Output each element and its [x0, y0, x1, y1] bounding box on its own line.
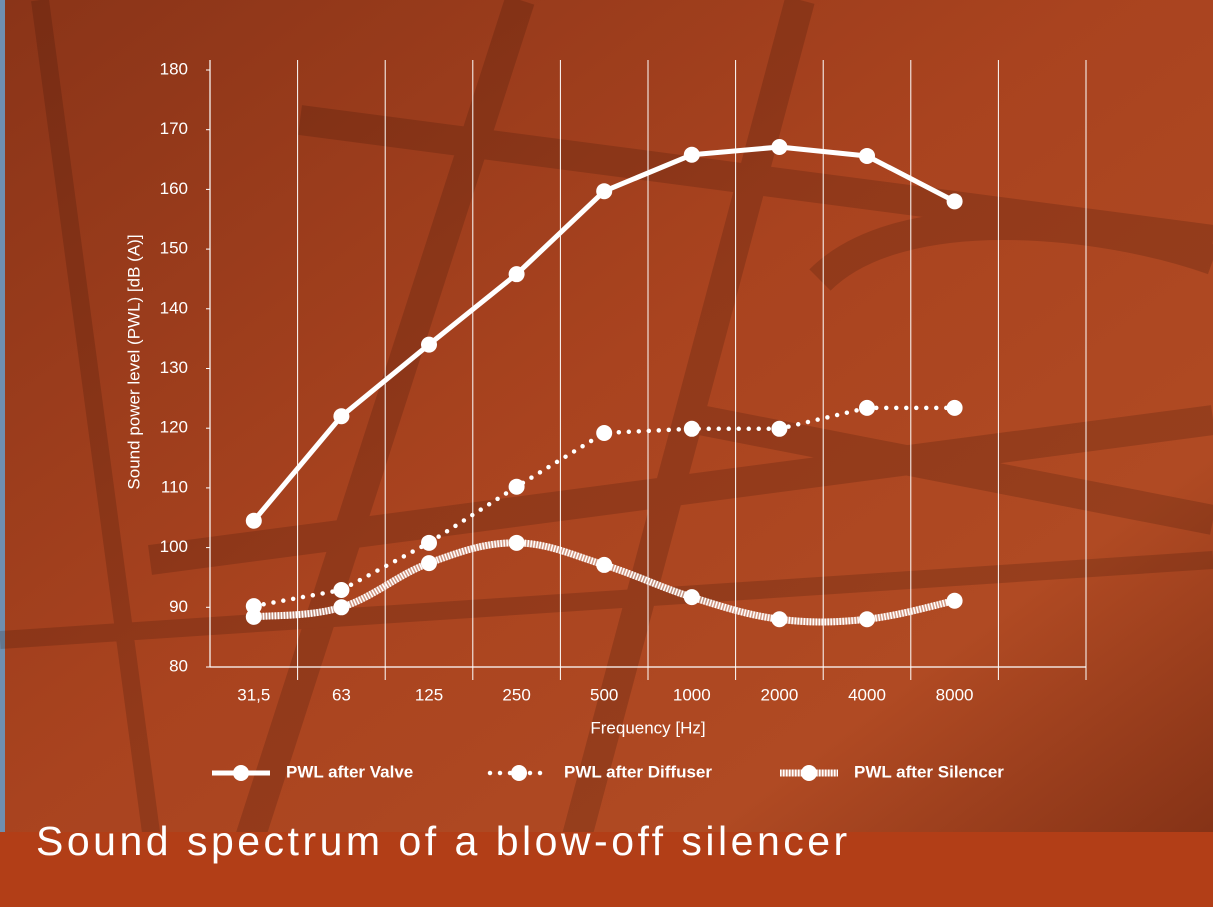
chart-title: Sound spectrum of a blow-off silencer: [36, 818, 851, 864]
data-point: [683, 420, 700, 437]
data-point: [508, 478, 525, 495]
data-point: [771, 611, 788, 628]
y-tick-label: 100: [160, 537, 188, 556]
x-tick-label: 2000: [760, 685, 798, 704]
data-point: [333, 408, 350, 425]
data-point: [596, 424, 613, 441]
data-point: [946, 193, 963, 210]
x-tick-label: 8000: [936, 685, 974, 704]
data-point: [683, 589, 700, 606]
legend-item: PWL after Silencer: [780, 762, 1004, 781]
data-point: [946, 399, 963, 416]
data-point: [683, 146, 700, 163]
data-point: [421, 555, 437, 572]
legend-item: PWL after Diffuser: [487, 762, 712, 781]
series-line: [251, 405, 957, 609]
data-point: [859, 147, 875, 164]
data-point: [596, 556, 613, 573]
data-point: [946, 592, 963, 609]
data-point: [245, 608, 262, 625]
legend-marker: [801, 765, 817, 781]
data-point: [596, 183, 613, 200]
legend-marker: [511, 765, 527, 781]
data-point: [508, 534, 525, 551]
legend-label: PWL after Silencer: [854, 762, 1004, 781]
x-tick-label: 4000: [848, 685, 886, 704]
data-point: [771, 420, 788, 437]
series: [245, 534, 963, 628]
y-tick-label: 130: [160, 358, 188, 377]
y-tick-label: 180: [160, 59, 188, 78]
left-strip: [0, 0, 5, 832]
title-banner: [0, 832, 1213, 907]
legend-label: PWL after Valve: [286, 762, 413, 781]
x-tick-label: 31,5: [237, 685, 270, 704]
data-point: [508, 266, 525, 283]
legend-marker: [233, 765, 249, 781]
x-tick-label: 1000: [673, 685, 711, 704]
data-point: [333, 599, 350, 616]
data-point: [859, 399, 875, 416]
y-tick-label: 170: [160, 119, 188, 138]
data-point: [333, 581, 350, 598]
legend-item: PWL after Valve: [212, 762, 413, 781]
series: [245, 139, 963, 529]
y-tick-label: 80: [169, 656, 188, 675]
data-point: [771, 139, 788, 156]
y-axis-label: Sound power level (PWL) [dB (A)]: [124, 234, 143, 489]
y-tick-label: 160: [160, 179, 188, 198]
x-axis-label: Frequency [Hz]: [590, 718, 705, 737]
x-tick-label: 125: [415, 685, 443, 704]
data-point: [245, 512, 262, 529]
x-tick-label: 63: [332, 685, 351, 704]
x-tick-label: 250: [502, 685, 530, 704]
data-point: [421, 534, 437, 551]
x-tick-label: 500: [590, 685, 618, 704]
series: [245, 399, 963, 615]
legend-label: PWL after Diffuser: [564, 762, 712, 781]
y-tick-label: 120: [160, 418, 188, 437]
y-tick-label: 140: [160, 298, 188, 317]
data-point: [859, 611, 875, 628]
y-tick-label: 150: [160, 239, 188, 258]
y-tick-label: 90: [169, 597, 188, 616]
data-point: [421, 336, 437, 353]
y-tick-label: 110: [161, 477, 188, 496]
